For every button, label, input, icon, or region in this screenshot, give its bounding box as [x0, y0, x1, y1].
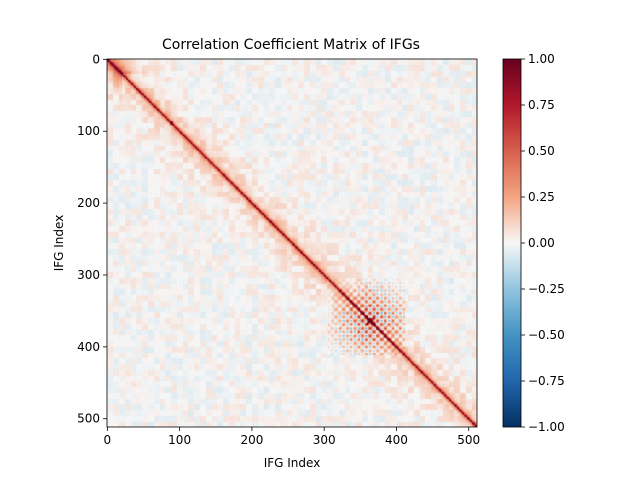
y-tick-label: 0 [92, 52, 100, 66]
colorbar [502, 58, 522, 428]
x-axis-label: IFG Index [264, 456, 321, 470]
x-tick-label: 400 [385, 433, 408, 447]
y-tick-label: 200 [77, 196, 100, 210]
y-axis: 0 100 200 300 400 500 [77, 52, 107, 426]
y-axis-label: IFG Index [52, 215, 66, 272]
x-tick-label: 500 [457, 433, 480, 447]
colorbar-tick-label: 1.00 [528, 52, 555, 66]
colorbar-axis: 1.00 0.75 0.50 0.25 0.00 −0.25 −0.50 −0.75 −1.00 [521, 52, 565, 434]
chart-title: Correlation Coefficient Matrix of IFGs [162, 37, 420, 53]
x-tick-label: 200 [240, 433, 263, 447]
y-tick-label: 500 [77, 412, 100, 426]
x-tick-label: 300 [313, 433, 336, 447]
colorbar-tick-label: 0.75 [528, 98, 555, 112]
plot-frame [106, 58, 478, 428]
x-tick-label: 0 [104, 433, 112, 447]
colorbar-tick-label: −0.75 [528, 374, 565, 388]
x-tick-label: 100 [168, 433, 191, 447]
colorbar-tick-label: −0.25 [528, 282, 565, 296]
colorbar-tick-label: 0.00 [528, 236, 555, 250]
colorbar-tick-label: −0.50 [528, 328, 565, 342]
colorbar-tick-label: 0.50 [528, 144, 555, 158]
colorbar-tick-label: 0.25 [528, 190, 555, 204]
y-tick-label: 100 [77, 124, 100, 138]
x-axis: 0 100 200 300 400 500 [104, 427, 480, 447]
y-tick-label: 300 [77, 268, 100, 282]
y-tick-label: 400 [77, 340, 100, 354]
heatmap-image [107, 59, 477, 427]
colorbar-tick-label: −1.00 [528, 420, 565, 434]
